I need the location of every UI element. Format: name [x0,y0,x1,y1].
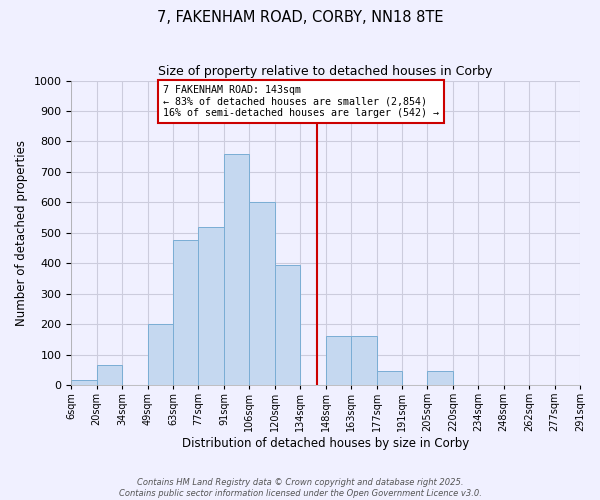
Bar [377,372,402,385]
Bar [71,380,97,385]
Bar [427,372,453,385]
Text: 7 FAKENHAM ROAD: 143sqm
← 83% of detached houses are smaller (2,854)
16% of semi: 7 FAKENHAM ROAD: 143sqm ← 83% of detache… [163,85,439,118]
Bar [199,226,224,385]
Y-axis label: Number of detached properties: Number of detached properties [15,140,28,326]
Bar [148,324,173,385]
Bar [173,240,199,385]
Bar [351,336,377,385]
Bar [224,154,250,385]
Text: 7, FAKENHAM ROAD, CORBY, NN18 8TE: 7, FAKENHAM ROAD, CORBY, NN18 8TE [157,10,443,25]
Bar [250,202,275,385]
X-axis label: Distribution of detached houses by size in Corby: Distribution of detached houses by size … [182,437,469,450]
Title: Size of property relative to detached houses in Corby: Size of property relative to detached ho… [158,65,493,78]
Bar [97,365,122,385]
Text: Contains HM Land Registry data © Crown copyright and database right 2025.
Contai: Contains HM Land Registry data © Crown c… [119,478,481,498]
Bar [275,264,300,385]
Bar [326,336,351,385]
